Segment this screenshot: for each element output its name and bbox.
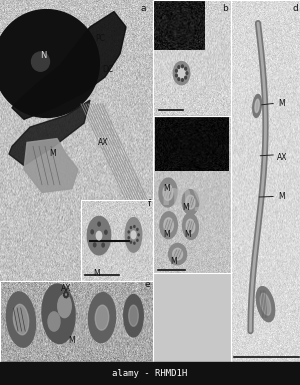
Bar xyxy=(81,200,153,281)
Bar xyxy=(0,281,153,362)
Ellipse shape xyxy=(186,219,195,234)
Ellipse shape xyxy=(185,67,187,70)
Ellipse shape xyxy=(91,230,93,234)
Ellipse shape xyxy=(48,312,60,331)
Text: M: M xyxy=(279,192,285,201)
Ellipse shape xyxy=(131,231,136,239)
Ellipse shape xyxy=(7,292,35,347)
Ellipse shape xyxy=(186,72,188,75)
Text: a: a xyxy=(140,4,145,13)
Text: e: e xyxy=(144,280,150,289)
Ellipse shape xyxy=(176,74,177,77)
Text: b: b xyxy=(222,4,228,13)
Text: M: M xyxy=(49,149,56,159)
Ellipse shape xyxy=(173,62,190,85)
Text: M: M xyxy=(94,269,100,278)
Ellipse shape xyxy=(129,305,138,326)
Polygon shape xyxy=(0,10,99,117)
Ellipse shape xyxy=(137,239,138,241)
Ellipse shape xyxy=(68,294,69,295)
Ellipse shape xyxy=(256,286,275,322)
Ellipse shape xyxy=(128,231,129,233)
Ellipse shape xyxy=(173,248,182,260)
Ellipse shape xyxy=(255,99,259,112)
Text: AX: AX xyxy=(61,284,71,293)
Ellipse shape xyxy=(63,291,69,298)
Text: AX: AX xyxy=(98,138,109,147)
Text: PC: PC xyxy=(96,34,105,43)
Text: d: d xyxy=(292,4,298,13)
Ellipse shape xyxy=(32,52,50,71)
Ellipse shape xyxy=(64,296,65,298)
Ellipse shape xyxy=(178,78,180,80)
Text: DC: DC xyxy=(102,65,114,74)
Text: my: my xyxy=(160,182,212,211)
Ellipse shape xyxy=(182,65,183,68)
Text: M: M xyxy=(69,336,75,345)
Text: M: M xyxy=(183,203,189,213)
Ellipse shape xyxy=(253,94,261,117)
Ellipse shape xyxy=(66,291,67,293)
Ellipse shape xyxy=(95,305,109,330)
Text: c: c xyxy=(224,114,229,123)
Ellipse shape xyxy=(67,296,68,297)
Ellipse shape xyxy=(96,231,102,240)
Ellipse shape xyxy=(182,190,199,214)
Bar xyxy=(231,0,300,362)
Ellipse shape xyxy=(260,293,271,315)
Ellipse shape xyxy=(102,243,104,247)
Ellipse shape xyxy=(58,295,71,318)
Ellipse shape xyxy=(87,216,111,255)
Ellipse shape xyxy=(159,178,177,207)
Text: AX: AX xyxy=(277,153,287,162)
Ellipse shape xyxy=(125,218,142,252)
Ellipse shape xyxy=(64,291,65,293)
Ellipse shape xyxy=(160,212,177,239)
Ellipse shape xyxy=(42,284,75,343)
Ellipse shape xyxy=(163,184,173,201)
Ellipse shape xyxy=(128,237,129,239)
Text: f: f xyxy=(148,199,151,208)
Ellipse shape xyxy=(130,226,131,228)
Ellipse shape xyxy=(185,76,187,79)
Bar xyxy=(0,362,300,385)
Ellipse shape xyxy=(176,69,177,72)
Ellipse shape xyxy=(186,195,195,209)
Ellipse shape xyxy=(13,304,29,335)
Ellipse shape xyxy=(138,234,139,236)
Text: M: M xyxy=(163,184,170,193)
Text: M: M xyxy=(163,230,170,239)
Ellipse shape xyxy=(134,226,135,228)
Ellipse shape xyxy=(124,295,143,337)
Text: N: N xyxy=(40,51,47,60)
Polygon shape xyxy=(24,139,78,192)
Text: M: M xyxy=(171,257,177,266)
Ellipse shape xyxy=(130,241,131,243)
Ellipse shape xyxy=(164,218,173,233)
Ellipse shape xyxy=(137,228,138,230)
Ellipse shape xyxy=(88,293,116,343)
Ellipse shape xyxy=(178,66,180,69)
Ellipse shape xyxy=(169,243,187,265)
Bar xyxy=(153,116,231,273)
Ellipse shape xyxy=(177,67,186,79)
Text: alamy - RHMD1H: alamy - RHMD1H xyxy=(112,369,188,378)
Ellipse shape xyxy=(66,296,67,298)
Ellipse shape xyxy=(98,222,100,226)
Ellipse shape xyxy=(105,230,107,234)
Text: M: M xyxy=(279,99,285,109)
Bar xyxy=(153,0,231,116)
Ellipse shape xyxy=(183,213,198,239)
Text: M: M xyxy=(184,230,191,239)
Ellipse shape xyxy=(134,242,135,244)
Ellipse shape xyxy=(182,79,183,81)
Polygon shape xyxy=(9,100,90,166)
Polygon shape xyxy=(12,12,126,119)
Ellipse shape xyxy=(67,292,68,293)
Ellipse shape xyxy=(94,243,96,247)
